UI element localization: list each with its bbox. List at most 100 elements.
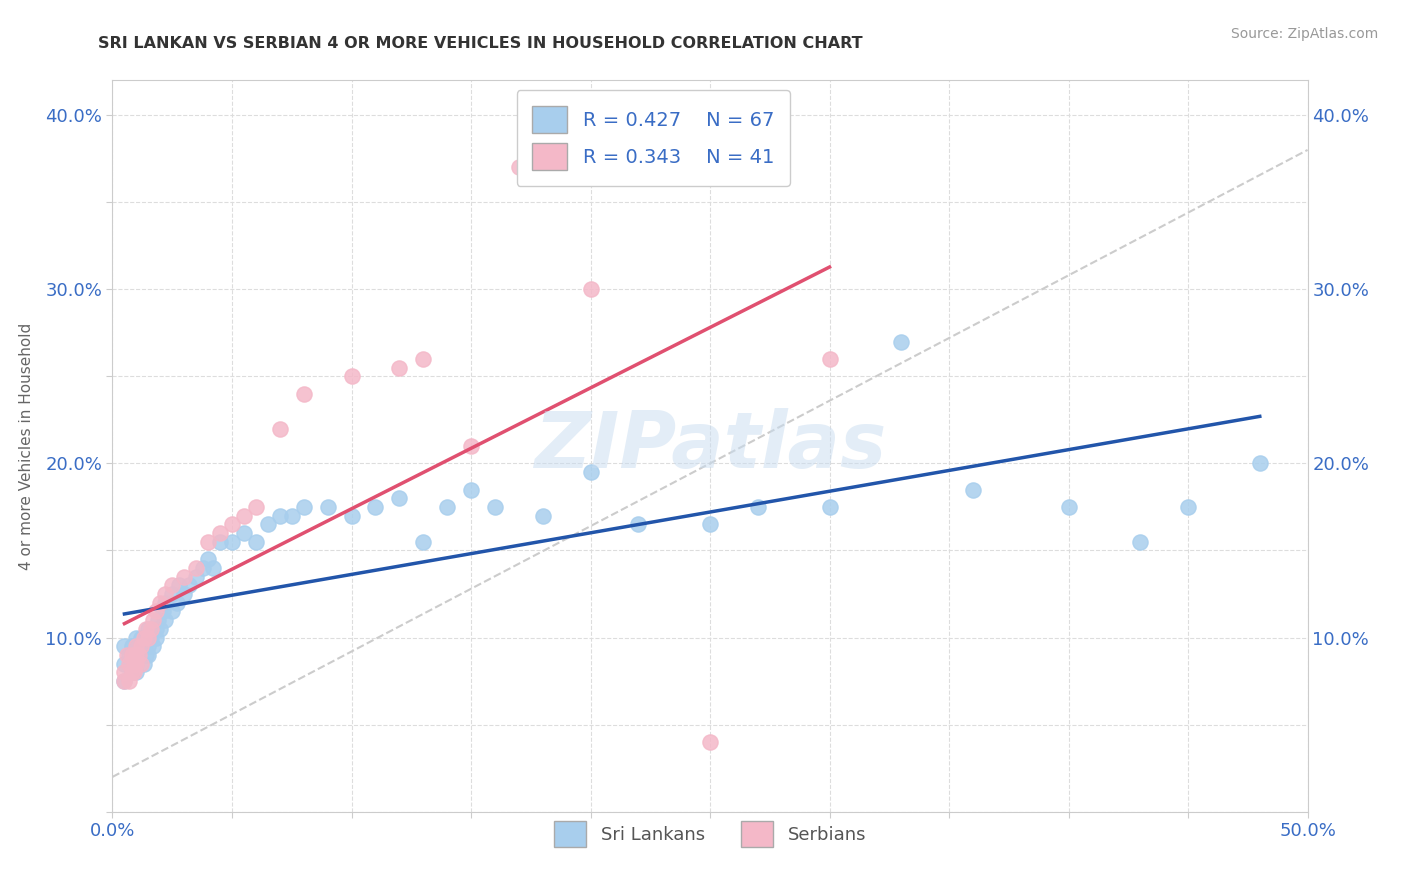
Point	[138, 648, 160, 662]
Point	[340, 508, 363, 523]
Point	[627, 517, 650, 532]
Point	[197, 534, 219, 549]
Point	[153, 587, 176, 601]
Point	[152, 604, 174, 618]
Point	[173, 587, 195, 601]
Point	[125, 665, 148, 680]
Point	[292, 386, 315, 401]
Point	[121, 665, 143, 680]
Point	[162, 587, 183, 601]
Point	[122, 657, 145, 671]
Point	[1129, 534, 1152, 549]
Point	[245, 500, 267, 514]
Point	[269, 421, 291, 435]
Point	[197, 552, 219, 566]
Point	[115, 648, 138, 662]
Point	[186, 561, 208, 575]
Point	[460, 483, 482, 497]
Point	[114, 665, 135, 680]
Point	[121, 648, 143, 662]
Point	[125, 631, 148, 645]
Point	[460, 439, 482, 453]
Text: ZIPatlas: ZIPatlas	[534, 408, 886, 484]
Point	[122, 665, 145, 680]
Point	[221, 534, 243, 549]
Point	[142, 640, 165, 654]
Point	[177, 578, 200, 592]
Point	[209, 534, 232, 549]
Point	[125, 657, 148, 671]
Point	[132, 631, 155, 645]
Point	[484, 500, 506, 514]
Point	[129, 640, 152, 654]
Point	[122, 657, 145, 671]
Point	[135, 622, 157, 636]
Point	[114, 674, 135, 689]
Point	[436, 500, 458, 514]
Point	[579, 282, 602, 296]
Point	[135, 648, 157, 662]
Y-axis label: 4 or more Vehicles in Household: 4 or more Vehicles in Household	[20, 322, 34, 570]
Point	[747, 500, 769, 514]
Point	[699, 735, 721, 749]
Point	[1249, 457, 1271, 471]
Point	[340, 369, 363, 384]
Point	[221, 517, 243, 532]
Point	[245, 534, 267, 549]
Point	[364, 500, 387, 514]
Point	[173, 569, 195, 583]
Point	[114, 674, 135, 689]
Text: Source: ZipAtlas.com: Source: ZipAtlas.com	[1230, 27, 1378, 41]
Point	[1177, 500, 1199, 514]
Point	[138, 640, 160, 654]
Point	[138, 631, 160, 645]
Point	[149, 596, 172, 610]
Point	[114, 640, 135, 654]
Point	[129, 631, 152, 645]
Point	[153, 596, 176, 610]
Point	[138, 622, 160, 636]
Point	[118, 657, 141, 671]
Point	[125, 657, 148, 671]
Point	[145, 622, 167, 636]
Point	[292, 500, 315, 514]
Point	[121, 665, 143, 680]
Point	[142, 613, 165, 627]
Point	[162, 604, 183, 618]
Point	[257, 517, 280, 532]
Point	[132, 640, 155, 654]
Point	[412, 351, 434, 366]
Point	[890, 334, 912, 349]
Point	[388, 360, 411, 375]
Point	[281, 508, 304, 523]
Point	[129, 640, 152, 654]
Point	[118, 648, 141, 662]
Point	[186, 569, 208, 583]
Point	[146, 613, 169, 627]
Point	[579, 465, 602, 479]
Point	[193, 561, 215, 575]
Point	[149, 622, 172, 636]
Point	[316, 500, 339, 514]
Point	[129, 657, 152, 671]
Point	[121, 640, 143, 654]
Text: SRI LANKAN VS SERBIAN 4 OR MORE VEHICLES IN HOUSEHOLD CORRELATION CHART: SRI LANKAN VS SERBIAN 4 OR MORE VEHICLES…	[98, 36, 863, 51]
Point	[125, 648, 148, 662]
Point	[145, 604, 167, 618]
Legend: Sri Lankans, Serbians: Sri Lankans, Serbians	[547, 814, 873, 854]
Point	[162, 578, 183, 592]
Point	[531, 508, 554, 523]
Point	[125, 640, 148, 654]
Point	[699, 517, 721, 532]
Point	[388, 491, 411, 506]
Point	[962, 483, 984, 497]
Point	[139, 622, 162, 636]
Point	[118, 674, 141, 689]
Point	[1057, 500, 1080, 514]
Point	[209, 526, 232, 541]
Point	[233, 526, 256, 541]
Point	[135, 631, 157, 645]
Point	[508, 161, 530, 175]
Point	[269, 508, 291, 523]
Point	[125, 648, 148, 662]
